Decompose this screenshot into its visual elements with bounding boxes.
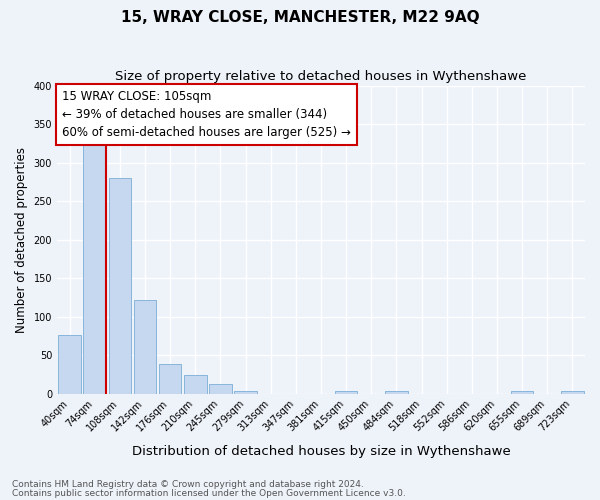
Text: Contains public sector information licensed under the Open Government Licence v3: Contains public sector information licen… (12, 489, 406, 498)
Bar (83, 144, 106, 394)
Bar (209, 384, 232, 394)
Bar (109, 178, 131, 394)
Bar (511, 391, 533, 394)
Text: Contains HM Land Registry data © Crown copyright and database right 2024.: Contains HM Land Registry data © Crown c… (12, 480, 364, 489)
Bar (385, 391, 408, 394)
Bar (184, 375, 206, 394)
Y-axis label: Number of detached properties: Number of detached properties (15, 146, 28, 332)
Title: Size of property relative to detached houses in Wythenshawe: Size of property relative to detached ho… (115, 70, 527, 83)
Bar (159, 364, 181, 394)
Text: 15 WRAY CLOSE: 105sqm
← 39% of detached houses are smaller (344)
60% of semi-det: 15 WRAY CLOSE: 105sqm ← 39% of detached … (62, 90, 351, 139)
Bar (234, 391, 257, 394)
Bar (561, 391, 584, 394)
Bar (134, 300, 157, 394)
Text: 15, WRAY CLOSE, MANCHESTER, M22 9AQ: 15, WRAY CLOSE, MANCHESTER, M22 9AQ (121, 10, 479, 25)
Bar (58, 335, 81, 394)
X-axis label: Distribution of detached houses by size in Wythenshawe: Distribution of detached houses by size … (131, 444, 511, 458)
Bar (335, 391, 358, 394)
